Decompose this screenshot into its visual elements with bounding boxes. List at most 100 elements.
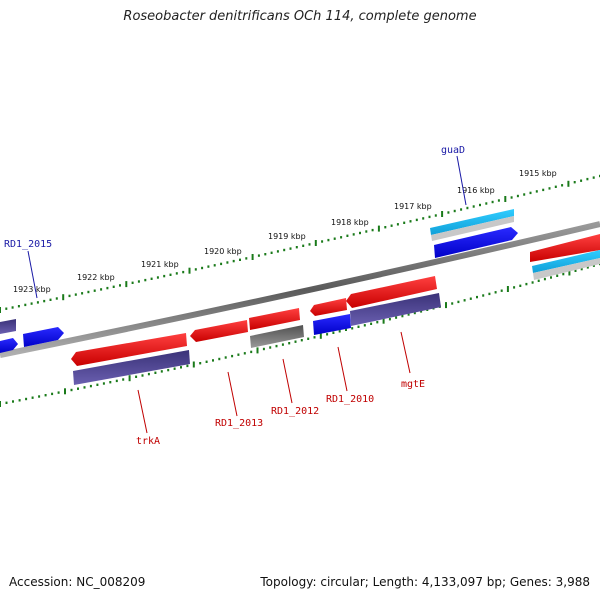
inner-scale-major-tick <box>128 375 131 382</box>
outer-scale-major-tick <box>125 281 128 288</box>
inner-scale-minor-tick <box>556 274 559 277</box>
outer-scale-minor-tick <box>308 243 311 246</box>
inner-scale-minor-tick <box>180 366 182 369</box>
inner-scale-major-tick <box>64 388 66 395</box>
inner-scale-major-tick <box>568 269 571 276</box>
inner-scale-minor-tick <box>407 313 410 316</box>
outer-scale-minor-tick <box>5 307 8 310</box>
inner-scale-major-tick <box>382 317 385 324</box>
outer-scale-minor-tick <box>542 188 545 192</box>
gene-guaD-shadow <box>431 216 514 241</box>
gene-RD1_2013[interactable] <box>190 320 248 342</box>
leader-RD1_2015 <box>27 250 38 299</box>
inner-scale-minor-tick <box>326 333 329 336</box>
inner-scale-major-tick <box>445 302 447 309</box>
outer-scale-minor-tick <box>586 177 589 181</box>
tick-label-1920: 1920 kbp <box>204 247 242 256</box>
outer-scale-major-tick <box>567 180 570 187</box>
inner-scale-minor-tick <box>154 371 157 374</box>
outer-scale-major-tick <box>251 254 254 260</box>
inner-scale-minor-tick <box>451 302 454 305</box>
outer-scale-major-tick <box>377 225 380 232</box>
outer-scale-minor-tick <box>169 273 172 276</box>
gene-RD1_2010-blue[interactable] <box>313 314 351 335</box>
inner-scale-minor-tick <box>115 379 118 383</box>
tick-label-1915: 1915 kbp <box>519 169 557 178</box>
outer-scale-major-tick <box>0 307 1 313</box>
gene-right-red[interactable] <box>530 234 600 262</box>
outer-scale-minor-tick <box>352 233 355 236</box>
outer-scale-minor-tick <box>384 226 387 229</box>
gene-mgtE-purple[interactable] <box>350 293 441 326</box>
inner-scale-minor-tick <box>70 388 73 392</box>
gene-right-cyan[interactable] <box>532 250 600 273</box>
outer-scale-minor-tick <box>497 199 500 202</box>
gene-trkA[interactable] <box>71 333 187 366</box>
gene-RD1_2010[interactable] <box>310 298 347 316</box>
gene-RD1_2012[interactable] <box>249 308 300 330</box>
leader-RD1_2013 <box>227 371 238 417</box>
accession-text: Accession: NC_008209 <box>9 575 146 589</box>
outer-scale-major-tick <box>504 196 507 202</box>
gene-guaD-rna[interactable] <box>430 209 514 235</box>
outer-scale-minor-tick <box>131 281 134 284</box>
inner-scale-minor-tick <box>300 339 303 342</box>
outer-scale-minor-tick <box>321 240 324 243</box>
inner-scale-minor-tick <box>592 264 595 267</box>
leader-mgtE <box>400 331 411 374</box>
outer-scale-minor-tick <box>466 206 469 210</box>
tick-label-1922: 1922 kbp <box>77 273 115 282</box>
outer-scale-minor-tick <box>213 264 216 267</box>
outer-scale-minor-tick <box>144 278 147 282</box>
outer-scale-minor-tick <box>150 277 153 280</box>
outer-scale-minor-tick <box>460 208 463 211</box>
leader-RD1_2012 <box>282 358 293 404</box>
outer-scale-minor-tick <box>232 259 235 263</box>
outer-scale-minor-tick <box>106 286 109 290</box>
gene-left-purple[interactable] <box>0 319 16 334</box>
gene-trkA-purple[interactable] <box>73 350 190 385</box>
outer-scale-minor-tick <box>30 302 33 305</box>
inner-scale-minor-tick <box>12 400 14 403</box>
outer-scale-minor-tick <box>201 266 204 270</box>
gene-guaD[interactable] <box>434 227 518 258</box>
inner-scale-minor-tick <box>281 343 284 346</box>
outer-scale-minor-tick <box>428 215 431 219</box>
outer-scale-minor-tick <box>580 179 583 182</box>
outer-scale-minor-tick <box>365 230 368 233</box>
gene-left-blue[interactable] <box>0 338 18 353</box>
outer-scale-minor-tick <box>112 285 115 288</box>
outer-scale-minor-tick <box>453 209 456 213</box>
outer-scale-minor-tick <box>93 289 96 292</box>
inner-scale-minor-tick <box>173 367 176 370</box>
outer-scale-minor-tick <box>43 299 46 303</box>
tick-label-1923: 1923 kbp <box>13 285 51 294</box>
tick-label-1917: 1917 kbp <box>394 202 432 211</box>
inner-scale-minor-tick <box>338 330 341 333</box>
inner-scale-minor-tick <box>580 267 583 271</box>
outer-scale-minor-tick <box>592 176 595 179</box>
inner-scale-minor-tick <box>212 359 214 362</box>
gene-label-RD1_2012: RD1_2012 <box>271 406 319 417</box>
gene-label-RD1_2013: RD1_2013 <box>215 418 263 429</box>
outer-scale-major-tick <box>441 211 444 217</box>
gene-RD1_2015[interactable] <box>23 327 64 347</box>
inner-scale-minor-tick <box>250 350 253 354</box>
outer-scale-minor-tick <box>516 194 519 198</box>
inner-scale-minor-tick <box>5 401 8 404</box>
outer-scale-minor-tick <box>226 261 229 264</box>
inner-scale-minor-tick <box>186 364 189 368</box>
inner-scale-minor-tick <box>500 289 503 292</box>
gene-RD1_2012-gray[interactable] <box>250 325 304 348</box>
gene-mgtE[interactable] <box>346 276 437 308</box>
outer-scale-minor-tick <box>409 220 412 223</box>
inner-scale-minor-tick <box>44 394 47 397</box>
outer-scale-minor-tick <box>529 191 532 195</box>
outer-scale-minor-tick <box>68 294 71 298</box>
outer-scale-minor-tick <box>194 268 197 271</box>
forward-strand-genes <box>0 209 600 353</box>
inner-scale-minor-tick <box>562 272 565 276</box>
inner-scale-minor-tick <box>294 340 297 343</box>
inner-scale-minor-tick <box>167 368 170 372</box>
inner-scale-minor-tick <box>420 310 423 313</box>
